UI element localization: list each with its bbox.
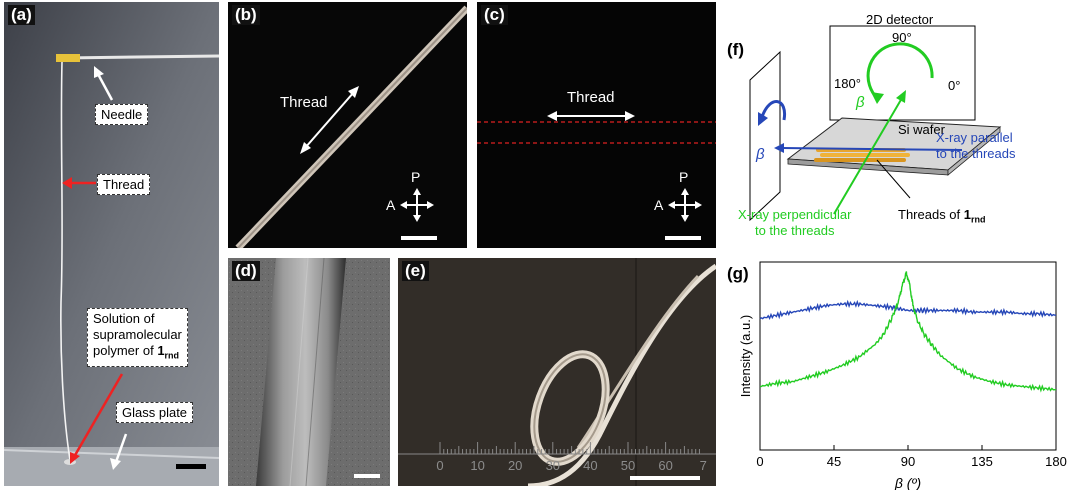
scale-bar xyxy=(401,236,437,240)
orientation-arrow xyxy=(304,91,355,149)
beta-arc-blue xyxy=(760,100,787,121)
wafer-label: Si wafer xyxy=(898,122,945,137)
ruler-tick-label: 10 xyxy=(470,458,485,473)
threads-label: Threads of 1rnd xyxy=(898,207,986,225)
series-lines xyxy=(759,271,1057,393)
needle-tip xyxy=(56,54,80,62)
panel-b: (b) Thread P A xyxy=(228,2,467,248)
polarizer-cross-icon xyxy=(672,192,698,218)
x-tick-label: 90 xyxy=(901,454,915,469)
ruler-tick-label: 60 xyxy=(658,458,673,473)
solution-callout: Solution of supramolecular polymer of 1r… xyxy=(87,308,188,367)
y-axis-label: Intensity (a.u.) xyxy=(738,315,753,397)
panel-f-label: (f) xyxy=(727,40,744,59)
x-tick-label: 45 xyxy=(827,454,841,469)
ruler-tick-label: 50 xyxy=(620,458,636,473)
panel-c-micrograph xyxy=(477,111,716,240)
ruler-tick-label: 20 xyxy=(507,458,523,473)
ruler-tick-label: 30 xyxy=(545,458,561,473)
series-blue-line xyxy=(759,299,1057,320)
plot-frame xyxy=(759,261,1057,451)
beta-arc-green xyxy=(866,42,934,100)
angle-0-label: 0° xyxy=(948,78,961,93)
panel-e-photo xyxy=(398,258,716,486)
polarizer-label: P xyxy=(679,169,689,185)
x-tick-label: 0 xyxy=(756,454,763,469)
beta-green-label: β xyxy=(856,94,865,111)
polarizer-cross-icon xyxy=(404,192,430,218)
panel-d-sem-image xyxy=(228,258,390,486)
ruler-ticks xyxy=(439,442,700,454)
thread-line xyxy=(60,61,71,461)
panel-c: (c) Thread P A xyxy=(477,2,716,248)
scale-bar xyxy=(630,476,700,480)
x-tick-label: 180 xyxy=(1045,454,1067,469)
xray-setup-diagram xyxy=(749,25,1002,222)
ruler-tick-label: 7 xyxy=(699,458,707,473)
panel-e: 0 10 20 30 40 50 60 7 (e) xyxy=(398,258,716,486)
panel-a: (a) Needle Thread Solution of supramolec… xyxy=(4,2,219,486)
side-screen xyxy=(749,50,781,222)
scale-bar xyxy=(354,474,380,478)
x-axis-label: β (º) xyxy=(894,475,921,490)
beta-blue-label: β xyxy=(756,146,765,163)
panel-a-label: (a) xyxy=(8,5,35,25)
angle-180-label: 180° xyxy=(834,76,861,91)
panel-b-label: (b) xyxy=(232,5,260,25)
analyzer-label: A xyxy=(386,197,396,213)
panel-g: (g) 0 45 90 135 180 β (º) Intensity (a.u.) xyxy=(722,258,1068,490)
thread-callout: Thread xyxy=(97,174,151,195)
panel-a-photo xyxy=(4,2,219,486)
detector-label: 2D detector xyxy=(866,12,934,27)
angle-90-label: 90° xyxy=(892,30,912,45)
xray-parallel-label: X-ray parallel to the threads xyxy=(936,130,1016,161)
xray-perpendicular-beam xyxy=(833,97,903,215)
2d-detector xyxy=(829,25,976,121)
fiber xyxy=(256,258,346,486)
fiber-strand xyxy=(527,263,716,486)
analyzer-label: A xyxy=(654,197,664,213)
x-tick-label: 135 xyxy=(971,454,993,469)
thread-label: Thread xyxy=(567,89,615,106)
panel-e-label: (e) xyxy=(402,261,429,281)
ruler-tick-label: 0 xyxy=(436,458,444,473)
threads-bundle xyxy=(814,148,910,162)
panel-b-micrograph xyxy=(235,5,467,248)
panel-d: (d) xyxy=(228,258,390,486)
panel-g-label: (g) xyxy=(727,264,749,283)
xray-perpendicular-label: X-ray perpendicular to the threads xyxy=(738,207,852,238)
needle-shaft xyxy=(63,54,219,60)
intensity-chart: 0 45 90 135 180 β (º) Intensity (a.u.) xyxy=(738,261,1067,490)
needle-callout: Needle xyxy=(95,104,149,125)
glass-plate-callout: Glass plate xyxy=(116,402,194,423)
polarizer-label: P xyxy=(411,169,421,185)
scale-bar xyxy=(176,464,206,469)
x-ticks: 0 45 90 135 180 xyxy=(756,445,1067,469)
ruler-tick-label: 40 xyxy=(583,458,598,473)
panel-d-label: (d) xyxy=(232,261,260,281)
series-green-line xyxy=(759,271,1056,393)
panel-f: (f) 2D detector 90° 180° 0° β β Si wafer… xyxy=(722,2,1068,252)
scale-bar xyxy=(665,236,701,240)
panel-c-label: (c) xyxy=(481,5,508,25)
thread-label: Thread xyxy=(280,94,328,111)
